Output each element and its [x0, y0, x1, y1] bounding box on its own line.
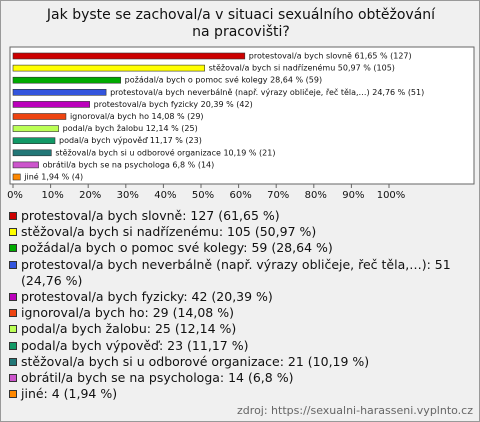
legend-label: stěžoval/a bych si nadřízenému: 105 (50,… — [21, 224, 317, 240]
bar-label: obrátil/a bych se na psychologa 6,8 % (1… — [43, 160, 215, 169]
bar — [12, 52, 246, 60]
legend-label: podal/a bych žalobu: 25 (12,14 %) — [21, 321, 237, 337]
x-tick-label: 20% — [79, 190, 101, 201]
legend-item: podal/a bych žalobu: 25 (12,14 %) — [9, 321, 473, 337]
legend-label: stěžoval/a bych si u odborové organizace… — [21, 353, 370, 369]
legend-swatch — [9, 357, 17, 366]
x-tick-label: 90% — [342, 190, 364, 201]
legend-label: podal/a bych výpověď: 23 (11,17 %) — [21, 337, 249, 353]
legend-label: protestoval/a bych fyzicky: 42 (20,39 %) — [21, 289, 273, 305]
legend-item: stěžoval/a bych si u odborové organizace… — [9, 354, 473, 370]
x-tick-label: 50% — [192, 190, 214, 201]
legend-swatch — [9, 374, 17, 383]
bar-label: podal/a bych žalobu 12,14 % (25) — [63, 124, 198, 133]
x-tick-label: 60% — [229, 190, 251, 201]
legend-item: protestoval/a bych fyzicky: 42 (20,39 %) — [9, 289, 473, 305]
bar-label: stěžoval/a bych si nadřízenému 50,97 % (… — [209, 63, 395, 73]
legend-item: stěžoval/a bych si nadřízenému: 105 (50,… — [9, 224, 473, 240]
bar-label: požádal/a bych o pomoc své kolegy 28,64 … — [125, 75, 322, 85]
bar-label: protestoval/a bych neverbálně (např. výr… — [110, 87, 424, 97]
bar — [12, 125, 59, 132]
legend-item: požádal/a bych o pomoc své kolegy: 59 (2… — [9, 240, 473, 256]
legend-swatch — [9, 390, 17, 399]
legend-swatch — [9, 341, 17, 350]
bar — [12, 137, 56, 144]
legend-label: protestoval/a bych neverbálně (např. výr… — [21, 256, 451, 288]
legend-label: obrátil/a bych se na psychologa: 14 (6,8… — [21, 370, 294, 386]
bar-label: stěžoval/a bych si u odborové organizace… — [55, 147, 275, 157]
legend-swatch — [9, 260, 17, 269]
x-tick-label: 80% — [305, 190, 327, 201]
source: zdroj: https://sexualni-harasseni.vyplnt… — [237, 404, 473, 417]
bar — [12, 64, 205, 72]
bar — [12, 113, 67, 120]
legend-item: obrátil/a bych se na psychologa: 14 (6,8… — [9, 370, 473, 386]
legend-item: podal/a bych výpověď: 23 (11,17 %) — [9, 338, 473, 354]
chart-title: Jak byste se zachoval/a v situaci sexuál… — [46, 7, 436, 40]
x-tick-label: 100% — [377, 190, 406, 201]
legend: protestoval/a bych slovně: 127 (61,65 %)… — [9, 208, 473, 402]
legend-item: protestoval/a bych slovně: 127 (61,65 %) — [9, 208, 473, 224]
legend-swatch — [9, 293, 17, 302]
x-tick-label: 70% — [267, 190, 289, 201]
bar — [12, 76, 121, 84]
legend-item: protestoval/a bych neverbálně (např. výr… — [9, 257, 473, 289]
bar-label: podal/a bych výpověď 11,17 % (23) — [59, 136, 202, 145]
bar — [12, 101, 90, 108]
legend-label: protestoval/a bych slovně: 127 (61,65 %) — [21, 208, 280, 223]
legend-label: požádal/a bych o pomoc své kolegy: 59 (2… — [21, 240, 333, 256]
x-tick-label: 30% — [117, 190, 139, 201]
bar — [12, 89, 107, 96]
bar — [12, 149, 52, 157]
plot: 0% 10% 20% 30% 40% 50% 60% 70% 80% 90% 100% protest… — [7, 46, 475, 201]
legend-swatch — [9, 244, 17, 253]
legend-swatch — [9, 212, 17, 220]
legend-item: ignoroval/a bych ho: 29 (14,08 %) — [9, 305, 473, 321]
x-tick-label: 0% — [7, 190, 23, 201]
bar-label: ignoroval/a bych ho 14,08 % (29) — [70, 112, 204, 121]
bar-label: jiné 1,94 % (4) — [23, 172, 83, 182]
bar — [12, 161, 39, 169]
x-tick-label: 40% — [154, 190, 176, 201]
legend-swatch — [9, 228, 17, 237]
legend-swatch — [9, 325, 17, 334]
bar — [12, 173, 21, 181]
bar-label: protestoval/a bych fyzicky 20,39 % (42) — [94, 100, 253, 109]
legend-label: ignoroval/a bych ho: 29 (14,08 %) — [21, 305, 234, 321]
legend-item: jiné: 4 (1,94 %) — [9, 386, 473, 402]
x-tick-label: 10% — [41, 190, 63, 201]
legend-swatch — [9, 309, 17, 318]
bar-label: protestoval/a bych slovně 61,65 % (127) — [249, 52, 412, 61]
legend-label: jiné: 4 (1,94 %) — [21, 386, 118, 402]
